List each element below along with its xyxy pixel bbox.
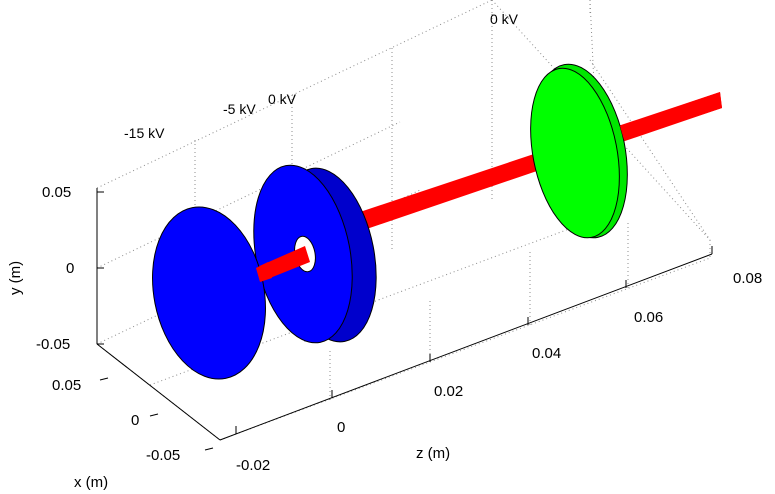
x-tick-label: 0.05	[52, 377, 81, 394]
axis-lines	[96, 188, 713, 451]
x-tick-label: 0	[131, 412, 139, 429]
beam-front-segment	[620, 92, 722, 140]
z-tick-label: 0.04	[532, 345, 561, 362]
z-tick-label: 0.08	[733, 270, 762, 287]
y-tick-label: 0	[66, 260, 74, 277]
x-tick-label: -0.05	[146, 447, 180, 464]
electrode-blue-thin	[152, 206, 266, 380]
electrode-green	[530, 63, 628, 239]
z-tick-label: 0	[337, 419, 345, 436]
voltage-label-3: 0 kV	[268, 91, 297, 107]
z-tick-label: 0.06	[634, 309, 663, 326]
z-tick-label: 0.02	[434, 383, 463, 400]
voltage-label-4: 0 kV	[490, 11, 519, 27]
z-tick-label: -0.02	[236, 457, 270, 474]
y-axis-label: y (m)	[7, 261, 24, 295]
z-axis-label: z (m)	[416, 445, 450, 462]
y-tick-label: -0.05	[36, 336, 70, 353]
voltage-label-1: -15 kV	[124, 125, 165, 141]
beam-start-segment	[256, 262, 272, 282]
y-tick-label: 0.05	[42, 184, 71, 201]
x-axis-label: x (m)	[74, 474, 108, 491]
voltage-label-2: -5 kV	[223, 101, 256, 117]
